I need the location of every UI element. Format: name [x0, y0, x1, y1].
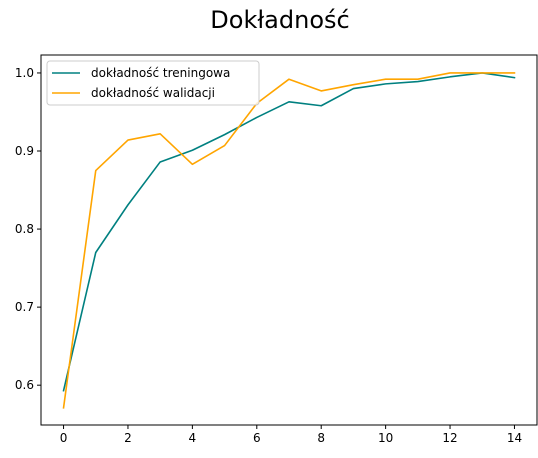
x-tick-label: 6 [253, 431, 261, 445]
series-layer [62, 72, 516, 409]
chart-title: Dokładność [210, 6, 349, 34]
x-tick-label: 2 [124, 431, 132, 445]
x-tick-label: 14 [507, 431, 522, 445]
x-tick-label: 4 [189, 431, 197, 445]
x-axis: 0 2 4 6 8 10 12 14 [60, 425, 522, 445]
y-tick-label: 1.0 [15, 66, 34, 80]
series-line-0 [62, 72, 516, 392]
y-tick-label: 0.9 [15, 144, 34, 158]
legend: dokładność treningowa dokładność walidacj… [46, 60, 260, 106]
plot-area [40, 54, 538, 426]
x-tick-label: 0 [60, 431, 68, 445]
x-tick-label: 12 [442, 431, 457, 445]
y-tick-label: 0.6 [15, 378, 34, 392]
legend-label-0: dokładność treningowa [91, 66, 230, 80]
x-tick-label: 10 [378, 431, 393, 445]
series-line-1 [62, 72, 516, 409]
y-axis: 0.6 0.7 0.8 0.9 1.0 [15, 66, 41, 392]
y-tick-label: 0.7 [15, 300, 34, 314]
legend-label-1: dokładność walidacji [91, 86, 215, 100]
y-tick-label: 0.8 [15, 222, 34, 236]
legend-box [46, 60, 260, 106]
x-tick-label: 8 [317, 431, 325, 445]
